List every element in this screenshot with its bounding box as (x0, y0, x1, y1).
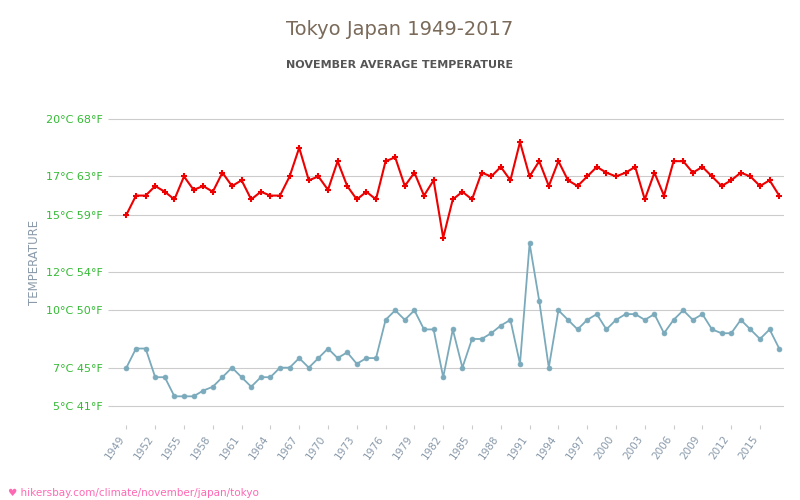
DAY (515, 139, 525, 145)
NIGHT (765, 326, 774, 332)
NIGHT (256, 374, 266, 380)
NIGHT (774, 346, 784, 352)
DAY (170, 196, 179, 202)
DAY (774, 192, 784, 198)
DAY (765, 178, 774, 184)
NIGHT (122, 364, 131, 370)
DAY (640, 196, 650, 202)
DAY (227, 183, 237, 189)
NIGHT (237, 374, 246, 380)
DAY (246, 196, 256, 202)
Text: NOVEMBER AVERAGE TEMPERATURE: NOVEMBER AVERAGE TEMPERATURE (286, 60, 514, 70)
NIGHT (170, 394, 179, 400)
NIGHT (640, 317, 650, 323)
DAY (438, 234, 448, 240)
Text: Tokyo Japan 1949-2017: Tokyo Japan 1949-2017 (286, 20, 514, 39)
NIGHT (179, 394, 189, 400)
NIGHT (525, 240, 534, 246)
DAY (506, 178, 515, 184)
Line: NIGHT: NIGHT (124, 241, 782, 399)
Text: ♥ hikersbay.com/climate/november/japan/tokyo: ♥ hikersbay.com/climate/november/japan/t… (8, 488, 259, 498)
Line: DAY: DAY (123, 138, 782, 241)
DAY (122, 212, 131, 218)
Y-axis label: TEMPERATURE: TEMPERATURE (27, 220, 41, 305)
NIGHT (506, 317, 515, 323)
